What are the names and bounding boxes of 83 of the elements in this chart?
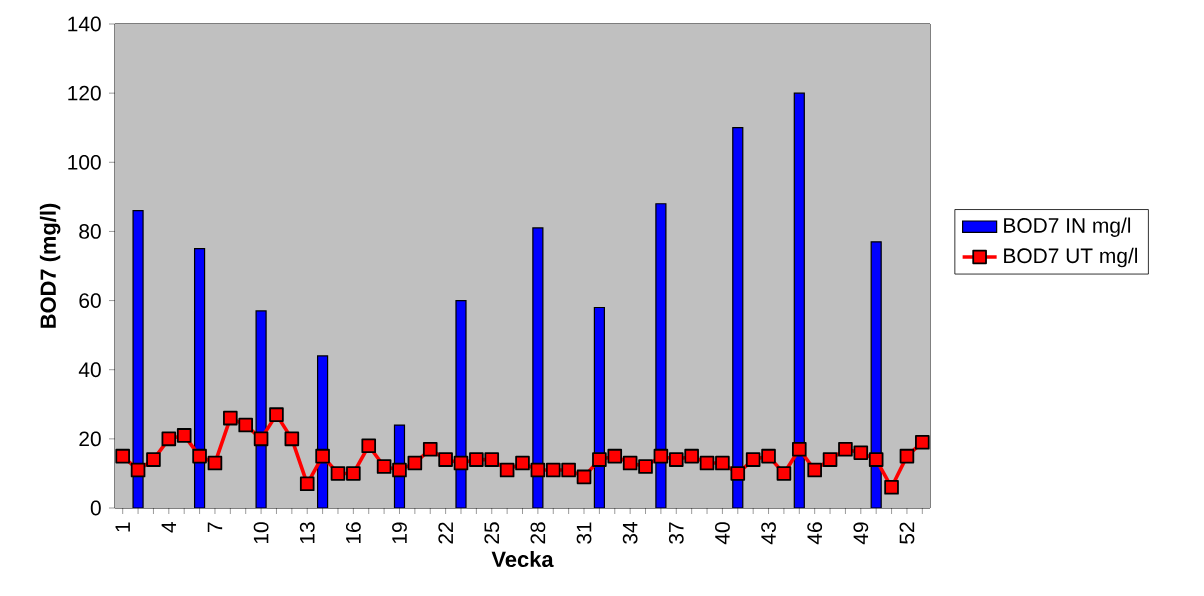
point	[607, 448, 623, 464]
y-axis-title: BOD7 (mg/l)	[39, 203, 61, 328]
point	[499, 462, 515, 478]
x-tick-label: 4	[161, 522, 177, 533]
point	[176, 428, 192, 443]
point	[853, 445, 869, 460]
legend-label: BOD7 UT mg/l	[1004, 247, 1138, 268]
y-tick-label: 60	[79, 293, 101, 308]
point	[469, 452, 484, 467]
point	[392, 462, 407, 478]
point	[515, 455, 530, 471]
x-tick-label: 16	[345, 522, 361, 544]
y-tick-label: 120	[68, 85, 101, 101]
point	[361, 438, 377, 454]
x-tick-label: 49	[853, 522, 869, 545]
point	[838, 441, 853, 457]
point	[884, 479, 899, 495]
point	[376, 459, 392, 474]
point	[622, 455, 638, 471]
point	[545, 462, 561, 478]
y-tick-label: 140	[68, 16, 101, 32]
point	[915, 435, 930, 450]
point	[484, 452, 500, 467]
point	[315, 448, 330, 464]
point	[745, 452, 761, 467]
point	[868, 452, 884, 467]
x-tick-label: 37	[668, 522, 684, 544]
x-tick-label: 40	[715, 522, 730, 545]
point	[576, 469, 592, 485]
x-tick-label: 31	[576, 522, 592, 544]
legend-label: BOD7 IN mg/l	[1004, 217, 1131, 238]
x-tick-label: 19	[392, 522, 407, 544]
point	[284, 431, 300, 447]
y-tick-label: 100	[68, 154, 101, 170]
point	[346, 466, 361, 481]
point	[407, 455, 423, 471]
point	[761, 448, 776, 464]
point	[438, 452, 453, 467]
point	[253, 431, 269, 447]
point	[269, 407, 284, 422]
x-tick-label: 22	[438, 522, 453, 544]
x-tick-label: 1	[115, 522, 130, 532]
x-tick-label: 25	[484, 522, 500, 544]
point	[776, 466, 792, 481]
point	[238, 417, 254, 433]
point	[223, 410, 238, 426]
x-axis-title: Vecka	[491, 550, 554, 568]
point	[653, 448, 669, 464]
y-tick-label: 80	[79, 224, 101, 239]
point	[207, 455, 223, 471]
point	[422, 441, 438, 457]
point	[668, 452, 684, 467]
point	[530, 462, 546, 478]
point	[146, 452, 161, 467]
point	[822, 452, 838, 467]
x-tick-label: 10	[253, 522, 269, 544]
x-tick-label: 52	[899, 522, 915, 544]
point	[730, 466, 746, 481]
point	[161, 431, 177, 447]
point	[792, 441, 807, 457]
point	[330, 466, 346, 481]
point	[192, 448, 207, 464]
y-tick-label: 40	[78, 362, 101, 378]
x-tick-label: 34	[622, 522, 638, 544]
point	[115, 448, 130, 464]
point	[453, 455, 469, 471]
point	[899, 448, 915, 464]
y-tick-label: 20	[79, 431, 101, 447]
point	[699, 455, 715, 471]
point	[638, 459, 653, 474]
x-tick-label: 13	[299, 522, 315, 544]
point	[684, 448, 699, 464]
point	[130, 462, 146, 478]
point	[807, 462, 822, 478]
point	[299, 476, 315, 492]
y-tick-label: 0	[90, 500, 101, 516]
point	[561, 462, 576, 478]
x-tick-label: 7	[207, 522, 223, 532]
point	[715, 455, 730, 471]
x-tick-label: 28	[530, 522, 546, 544]
x-tick-label: 43	[761, 522, 776, 545]
point	[592, 452, 607, 467]
x-tick-label: 46	[807, 522, 823, 545]
